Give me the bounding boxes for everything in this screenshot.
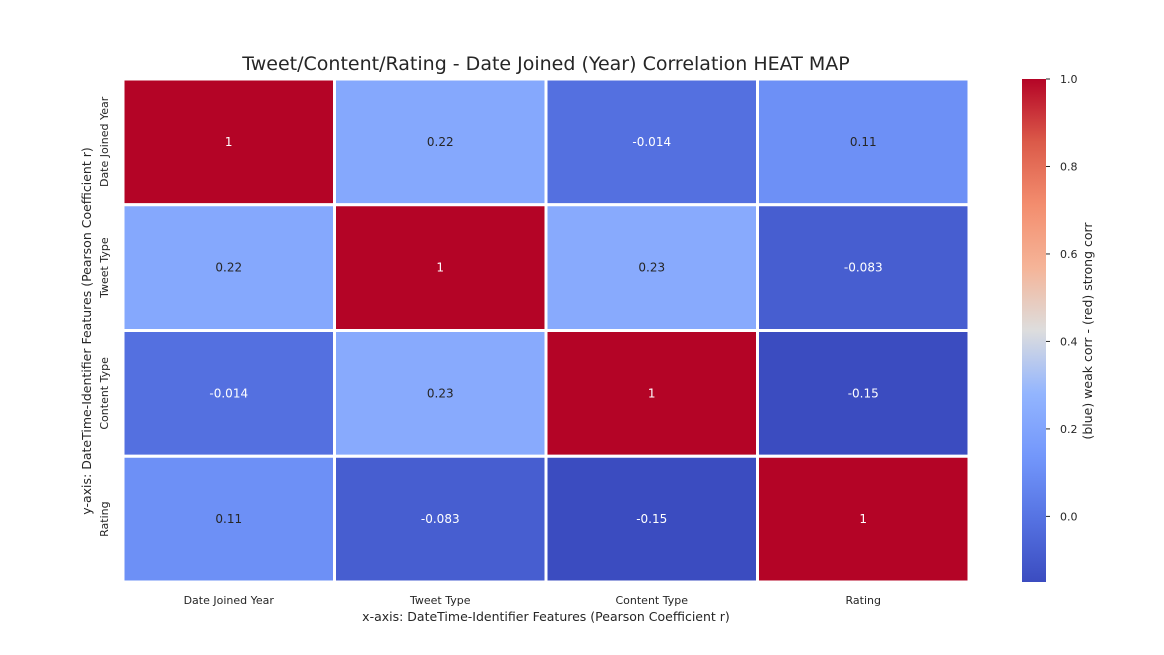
- x-tick-labels: Date Joined Year Tweet Type Content Type Ra…: [184, 594, 881, 607]
- heatmap-cell: [333, 203, 548, 332]
- y-tick-label: Rating: [98, 501, 111, 536]
- cell-value-label: 0.23: [427, 386, 454, 400]
- heatmap-cell: [121, 77, 336, 207]
- colorbar-tick-label: 0.0: [1060, 510, 1078, 523]
- cell-value-label: -0.083: [421, 512, 460, 526]
- y-axis-label: y-axis: DateTime-Identifier Features (Pe…: [79, 147, 94, 514]
- heatmap-cell: [333, 454, 548, 584]
- colorbar: [1022, 79, 1046, 582]
- cell-value-label: 1: [648, 386, 656, 400]
- colorbar-label: (blue) weak corr - (red) strong corr: [1080, 222, 1095, 440]
- x-tick-label: Date Joined Year: [184, 594, 275, 607]
- heatmap-cell: [756, 454, 971, 584]
- colorbar-tick-label: 0.8: [1060, 160, 1078, 173]
- heatmap-cell: [121, 454, 336, 584]
- heatmap-cell: [544, 77, 759, 207]
- cell-value-label: 1: [436, 261, 444, 275]
- colorbar-ticks: 0.0 0.2 0.4 0.6 0.8 1.0: [1046, 73, 1078, 523]
- cell-value-label: 1: [225, 135, 233, 149]
- cell-value-label: 0.22: [215, 261, 242, 275]
- cell-value-label: 0.11: [215, 512, 242, 526]
- cell-value-label: -0.083: [844, 261, 883, 275]
- heatmap-cell: [756, 77, 971, 207]
- cell-value-label: -0.014: [632, 135, 671, 149]
- cell-value-label: -0.15: [636, 512, 667, 526]
- heatmap-cell: [756, 203, 971, 332]
- chart-title: Tweet/Content/Rating - Date Joined (Year…: [241, 53, 849, 75]
- cell-value-label: -0.15: [848, 386, 879, 400]
- cell-value-label: 1: [859, 512, 867, 526]
- heatmap-cell: [333, 77, 548, 207]
- cell-value-label: 0.23: [638, 261, 665, 275]
- cell-value-label: -0.014: [209, 386, 248, 400]
- x-tick-label: Tweet Type: [409, 594, 471, 607]
- heatmap-cell: [333, 329, 548, 458]
- heatmap-cells: 1 0.22 -0.014 0.11 0.22 1 0.23 -0.083 -0.014 0.23…: [121, 77, 971, 584]
- y-tick-label: Tweet Type: [98, 237, 111, 299]
- cell-value-label: 0.22: [427, 135, 454, 149]
- y-tick-labels: Date Joined Year Tweet Type Content Type Ra…: [98, 96, 111, 537]
- y-tick-label: Content Type: [98, 357, 111, 430]
- colorbar-tick-label: 1.0: [1060, 73, 1078, 86]
- x-axis-label: x-axis: DateTime-Identifier Features (Pe…: [362, 609, 730, 624]
- colorbar-tick-label: 0.4: [1060, 335, 1078, 348]
- heatmap-cell: [756, 329, 971, 458]
- cell-value-label: 0.11: [850, 135, 877, 149]
- colorbar-tick-label: 0.2: [1060, 423, 1078, 436]
- colorbar-tick-label: 0.6: [1060, 248, 1078, 261]
- x-tick-label: Rating: [846, 594, 881, 607]
- y-tick-label: Date Joined Year: [98, 96, 111, 187]
- x-tick-label: Content Type: [615, 594, 688, 607]
